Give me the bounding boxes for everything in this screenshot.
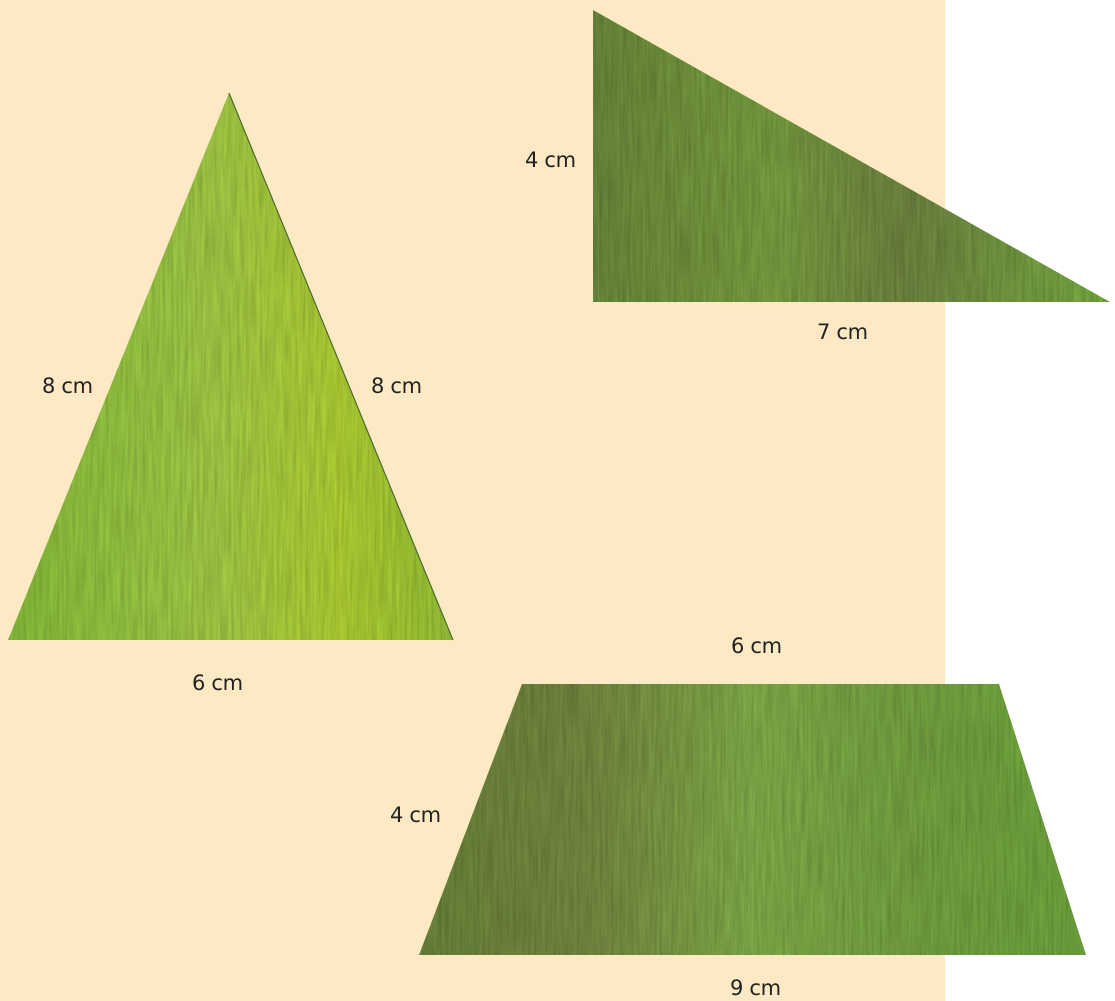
triangle-right-side-label: 8 cm [371, 374, 422, 398]
trapezoid [419, 684, 1086, 955]
triangle-right-edge [228, 92, 454, 641]
trapezoid-bottom-label: 9 cm [730, 976, 781, 1000]
trapezoid-top-label: 6 cm [731, 634, 782, 658]
right-triangle-height-label: 4 cm [525, 148, 576, 172]
isosceles-triangle [8, 93, 453, 640]
triangle-left-side-label: 8 cm [42, 374, 93, 398]
right-triangle [593, 10, 1110, 302]
right-triangle-base-label: 7 cm [817, 320, 868, 344]
trapezoid-height-label: 4 cm [390, 803, 441, 827]
triangle-base-label: 6 cm [192, 671, 243, 695]
